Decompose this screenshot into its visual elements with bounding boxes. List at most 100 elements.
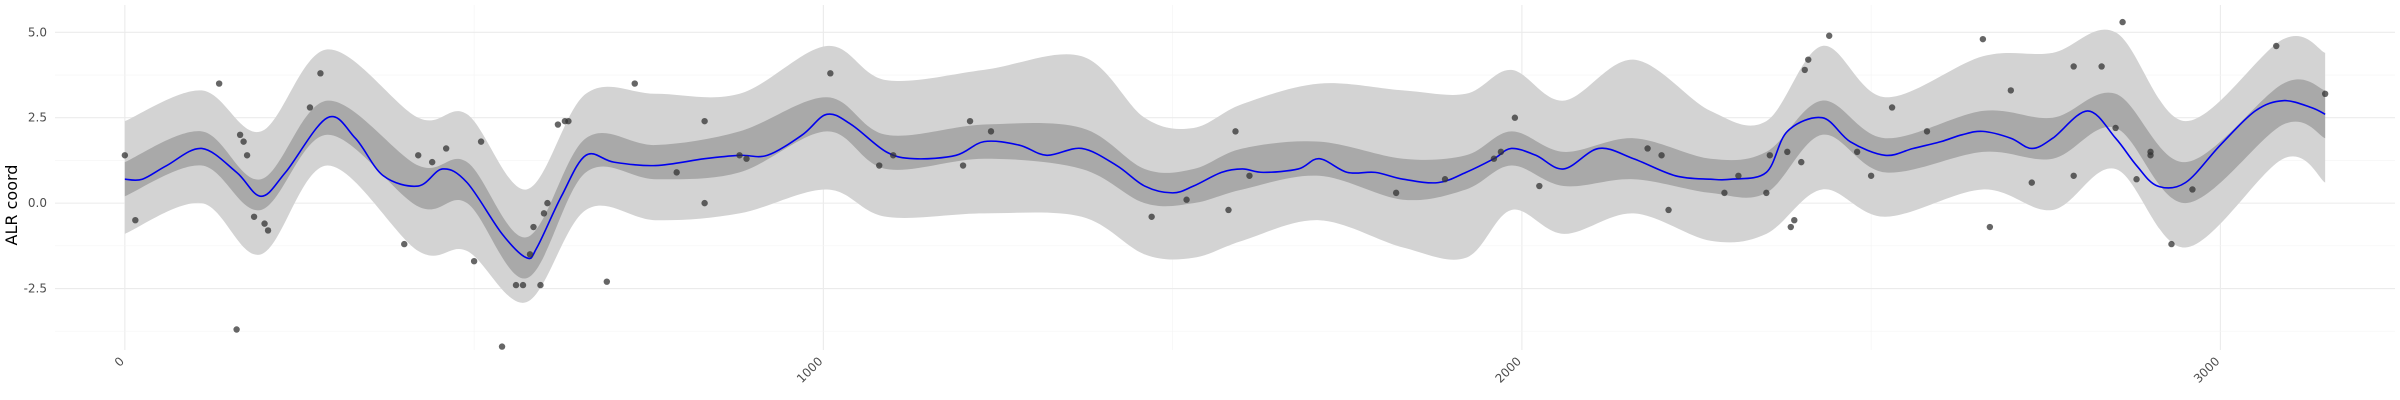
- data-point: [2028, 179, 2035, 186]
- mean-line: [124, 99, 2326, 260]
- x-tick-label: 3000: [2191, 354, 2222, 385]
- data-point: [1986, 223, 1994, 231]
- data-point: [603, 278, 611, 285]
- x-tick-label: 1000: [794, 354, 825, 385]
- data-point: [1867, 172, 1875, 179]
- data-point: [1826, 32, 1833, 39]
- y-axis-title: ALR coord: [2, 165, 21, 246]
- data-point: [987, 128, 995, 135]
- data-point: [1735, 172, 1742, 179]
- data-point: [959, 162, 967, 169]
- data-point: [498, 343, 506, 350]
- data-point: [1497, 148, 1505, 156]
- y-tick-label: -2.5: [24, 282, 47, 296]
- data-point: [526, 251, 534, 258]
- data-point: [1798, 158, 1805, 166]
- data-point: [1766, 152, 1774, 159]
- data-point: [261, 220, 268, 227]
- data-point: [1801, 66, 1808, 74]
- data-point: [233, 326, 240, 333]
- data-point: [317, 70, 324, 77]
- inner-band: [124, 79, 2326, 279]
- x-axis-tick-labels: 0 1000 2000 3000: [112, 354, 2223, 385]
- y-axis-tick-labels: -2.5 0.0 2.5 5.0: [24, 25, 47, 295]
- confidence-bands: [124, 29, 2326, 303]
- data-point: [1787, 223, 1794, 231]
- data-point: [554, 121, 562, 128]
- data-point: [1183, 196, 1190, 203]
- data-point: [1923, 128, 1931, 135]
- data-point: [537, 281, 544, 289]
- data-point: [512, 281, 520, 289]
- data-point: [243, 152, 251, 159]
- data-point: [2119, 18, 2126, 26]
- data-point: [743, 155, 750, 162]
- data-point: [544, 199, 551, 207]
- data-point: [540, 210, 548, 217]
- data-point: [132, 216, 139, 224]
- data-point: [1232, 128, 1239, 135]
- data-point: [401, 240, 408, 248]
- data-point: [876, 162, 883, 169]
- data-point: [1979, 35, 1987, 43]
- y-tick-label: 5.0: [28, 25, 47, 39]
- data-point: [428, 158, 436, 166]
- data-point: [701, 199, 708, 207]
- data-point: [121, 152, 129, 159]
- data-point: [1392, 189, 1400, 197]
- data-point: [1148, 213, 1155, 220]
- data-point: [306, 104, 314, 111]
- data-point: [1441, 176, 1449, 183]
- data-points: [121, 18, 2329, 350]
- data-point: [1784, 148, 1791, 156]
- data-point: [470, 257, 478, 265]
- data-point: [215, 80, 223, 87]
- data-point: [1536, 182, 1543, 190]
- data-point: [1805, 56, 1812, 63]
- data-point: [673, 169, 680, 176]
- data-point: [264, 227, 272, 234]
- data-point: [2133, 176, 2140, 183]
- data-point: [827, 70, 834, 77]
- data-point: [2098, 63, 2105, 70]
- data-point: [240, 138, 247, 145]
- data-point: [250, 213, 258, 220]
- data-point: [1665, 206, 1672, 214]
- data-point: [530, 223, 537, 231]
- data-point: [1763, 189, 1770, 197]
- data-point: [1888, 104, 1896, 111]
- mean-line-path: [124, 99, 2326, 260]
- data-point: [2147, 148, 2154, 156]
- data-point: [2189, 186, 2196, 193]
- data-point: [442, 145, 450, 152]
- data-point: [1246, 172, 1253, 179]
- data-point: [2168, 240, 2175, 248]
- data-point: [736, 152, 743, 159]
- data-point: [890, 152, 897, 159]
- data-point: [1225, 206, 1232, 214]
- data-point: [1490, 155, 1498, 162]
- data-point: [2112, 124, 2119, 132]
- x-tick-label: 0: [112, 354, 127, 369]
- data-point: [415, 152, 422, 159]
- data-point: [2321, 90, 2329, 98]
- data-point: [631, 80, 638, 87]
- data-point: [1644, 145, 1651, 152]
- data-point: [519, 281, 527, 289]
- data-point: [966, 117, 974, 125]
- data-point: [1791, 216, 1798, 224]
- x-tick-label: 2000: [1492, 354, 1523, 385]
- data-point: [236, 131, 244, 139]
- data-point: [2273, 42, 2280, 50]
- data-point: [477, 138, 485, 145]
- data-point: [2070, 63, 2077, 70]
- data-point: [1853, 148, 1861, 156]
- data-point: [565, 117, 572, 125]
- data-point: [1658, 152, 1665, 159]
- y-tick-label: 2.5: [28, 111, 47, 125]
- data-point: [701, 117, 708, 125]
- data-point: [1721, 189, 1728, 197]
- data-point: [1511, 114, 1519, 121]
- data-point: [2007, 87, 2015, 94]
